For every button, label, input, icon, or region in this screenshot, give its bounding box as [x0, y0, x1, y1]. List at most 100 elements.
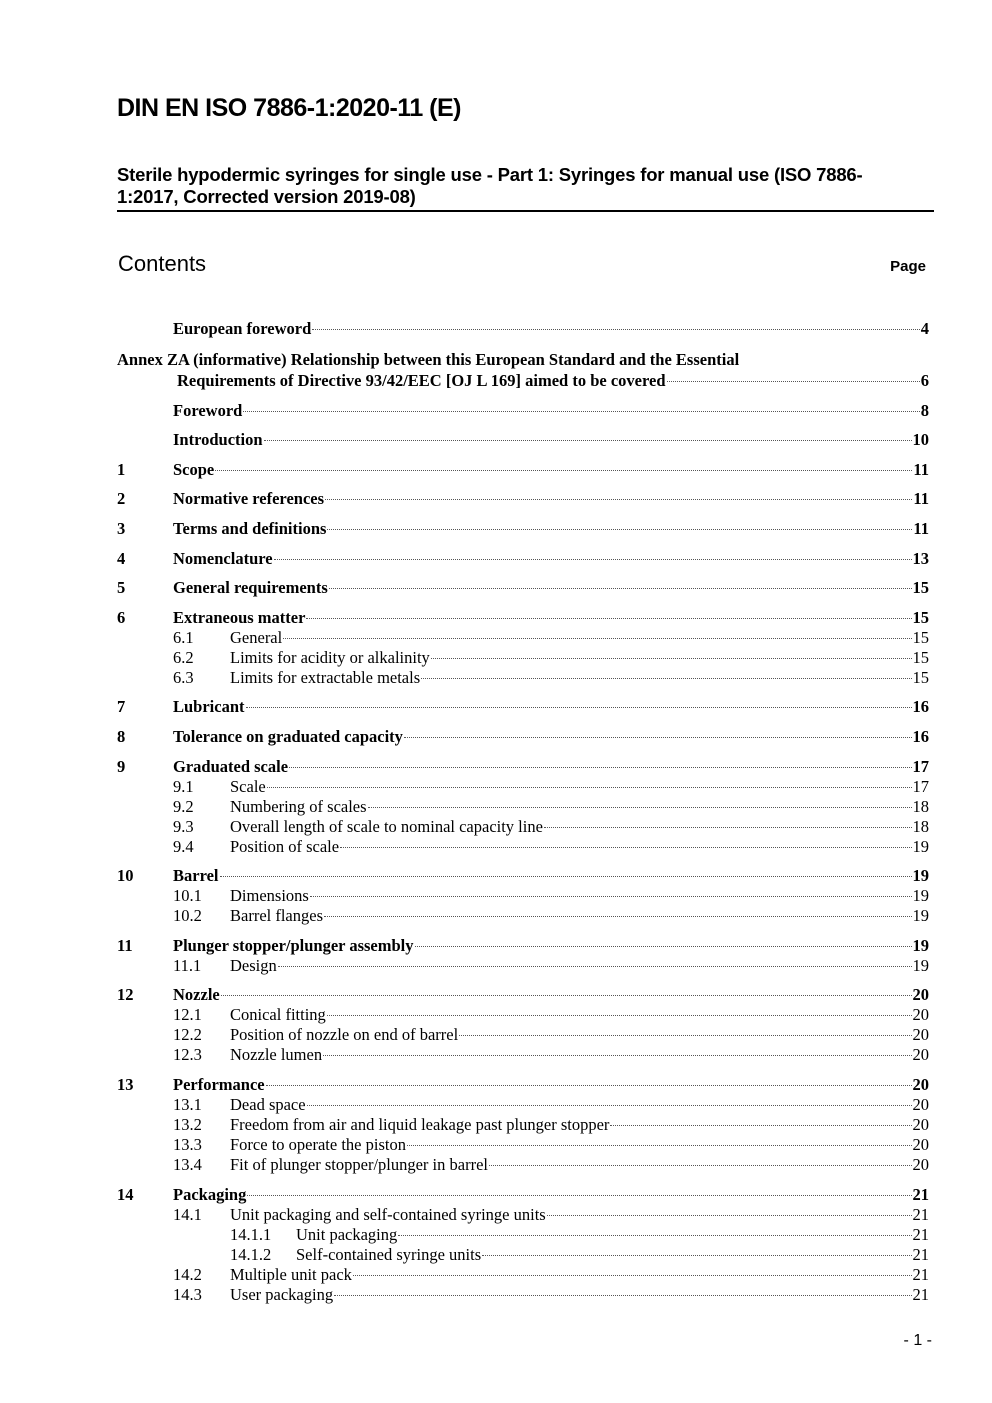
toc-entry-number: 14.1.1: [230, 1224, 272, 1244]
document-subtitle: Sterile hypodermic syringes for single u…: [117, 164, 863, 207]
toc-entry-title: Requirements of Directive 93/42/EEC [OJ …: [177, 371, 666, 390]
toc-entry[interactable]: 12 Nozzle 20: [117, 985, 929, 1005]
dot-leader: [482, 1254, 912, 1256]
toc-entry-number: 9.3: [173, 816, 194, 836]
toc-entry[interactable]: 10 Barrel 19: [117, 866, 929, 886]
toc-entry[interactable]: 10.1 Dimensions 19: [117, 886, 929, 906]
toc-entry-number: 12.3: [173, 1045, 202, 1065]
toc-entry-number: 14.1: [173, 1204, 202, 1224]
toc-entry[interactable]: 6.1 General 15: [117, 628, 929, 648]
toc-entry[interactable]: 12.1 Conical fitting 20: [117, 1005, 929, 1025]
dot-leader: [334, 1294, 912, 1296]
dot-leader: [421, 677, 912, 679]
toc-entry-page: 8: [920, 400, 929, 420]
toc-entry[interactable]: 9.4 Position of scale 19: [117, 837, 929, 857]
toc-entry-title: Limits for extractable metals: [230, 667, 421, 687]
toc-entry[interactable]: 4 Nomenclature 13: [117, 549, 929, 569]
toc-entry-number: 12: [117, 985, 134, 1005]
toc-entry[interactable]: 14.2 Multiple unit pack 21: [117, 1265, 929, 1285]
toc-entry-number: 10.2: [173, 906, 202, 926]
toc-entry[interactable]: European foreword 4: [117, 319, 929, 339]
toc-entry[interactable]: 8 Tolerance on graduated capacity 16: [117, 727, 929, 747]
dot-leader: [546, 1214, 912, 1216]
toc-entry-title: Nozzle lumen: [230, 1045, 323, 1065]
dot-leader: [306, 617, 912, 619]
toc-entry[interactable]: 13.1 Dead space 20: [117, 1095, 929, 1115]
toc-entry[interactable]: 6.3 Limits for extractable metals 15: [117, 668, 929, 688]
toc-entry-number: 14.1.2: [230, 1244, 272, 1264]
toc-entry[interactable]: 11.1 Design 19: [117, 956, 929, 976]
toc-entry[interactable]: 13.4 Fit of plunger stopper/plunger in ba…: [117, 1155, 929, 1175]
title-divider: [117, 210, 934, 212]
toc-entry-title: Graduated scale: [173, 756, 289, 776]
toc-entry-title: Position of nozzle on end of barrel: [230, 1025, 459, 1045]
toc-entry-number: 9.4: [173, 836, 194, 856]
toc-entry[interactable]: 2 Normative references 11: [117, 489, 929, 509]
toc-entry[interactable]: Introduction 10: [117, 430, 929, 450]
toc-entry-page: 20: [912, 1154, 930, 1174]
toc-entry[interactable]: Requirements of Directive 93/42/EEC [OJ …: [117, 371, 929, 391]
toc-entry[interactable]: 1 Scope 11: [117, 460, 929, 480]
toc-entry-number: 13.2: [173, 1114, 202, 1134]
dot-leader: [328, 588, 912, 590]
toc-entry-title: Overall length of scale to nominal capac…: [230, 816, 543, 836]
toc-entry[interactable]: 9.1 Scale 17: [117, 777, 929, 797]
toc-entry[interactable]: 9.2 Numbering of scales 18: [117, 797, 929, 817]
toc-entry-title: General requirements: [173, 578, 328, 598]
toc-entry-number: 13.3: [173, 1134, 202, 1154]
toc-entry[interactable]: 13 Performance 20: [117, 1075, 929, 1095]
toc-entry-number: 10: [117, 866, 134, 886]
dot-leader: [247, 1194, 912, 1196]
dot-leader: [245, 707, 912, 709]
toc-entry-title: General: [230, 627, 283, 647]
toc-entry-page: 18: [912, 816, 930, 836]
toc-entry-title: Multiple unit pack: [230, 1264, 352, 1284]
toc-entry-title: Dead space: [230, 1094, 306, 1114]
toc-entry[interactable]: 13.2 Freedom from air and liquid leakage …: [117, 1115, 929, 1135]
toc-entry[interactable]: 11 Plunger stopper/plunger assembly 19: [117, 936, 929, 956]
toc-entry[interactable]: 12.2 Position of nozzle on end of barrel 2…: [117, 1025, 929, 1045]
toc-entry-page: 20: [912, 1134, 930, 1154]
page-number: - 1 -: [903, 1332, 932, 1349]
toc-entry[interactable]: 14.1.1 Unit packaging 21: [117, 1225, 929, 1245]
toc-entry-number: 6.1: [173, 627, 194, 647]
toc-entry[interactable]: 3 Terms and definitions 11: [117, 519, 929, 539]
toc-entry-number: 4: [117, 548, 126, 568]
toc-entry-number: 13: [117, 1074, 134, 1094]
toc-entry-number: 14.2: [173, 1264, 202, 1284]
toc-entry[interactable]: Foreword 8: [117, 401, 929, 421]
toc-entry[interactable]: 10.2 Barrel flanges 19: [117, 906, 929, 926]
toc-entry[interactable]: 14.1 Unit packaging and self-contained sy…: [117, 1205, 929, 1225]
toc-entry-number: 6.2: [173, 647, 194, 667]
dot-leader: [459, 1035, 912, 1037]
toc-entry-title: Nozzle: [173, 985, 220, 1005]
toc-entry-title: Barrel: [173, 866, 219, 886]
toc-entry-number: 14.3: [173, 1284, 202, 1304]
toc-entry[interactable]: 5 General requirements 15: [117, 578, 929, 598]
toc-entry[interactable]: 9 Graduated scale 17: [117, 757, 929, 777]
toc-entry[interactable]: 9.3 Overall length of scale to nominal ca…: [117, 817, 929, 837]
toc-entry-title: Numbering of scales: [230, 796, 367, 816]
dot-leader: [266, 786, 912, 788]
dot-leader: [312, 329, 920, 330]
toc-entry-title: Performance: [173, 1074, 265, 1094]
toc-entry-page: 17: [912, 776, 930, 796]
toc-entry[interactable]: 12.3 Nozzle lumen 20: [117, 1045, 929, 1065]
toc-entry-number: 9: [117, 756, 126, 776]
toc-entry[interactable]: 13.3 Force to operate the piston 20: [117, 1135, 929, 1155]
toc-entry-number: 7: [117, 697, 126, 717]
toc-entry-page: 13: [912, 548, 930, 568]
toc-entry-page: 15: [912, 578, 930, 598]
toc-entry[interactable]: 14.1.2 Self-contained syringe units 21: [117, 1245, 929, 1265]
toc-entry[interactable]: 14.3 User packaging 21: [117, 1285, 929, 1305]
toc-entry-number: 1: [117, 459, 126, 479]
toc-entry-title: Plunger stopper/plunger assembly: [173, 935, 414, 955]
toc-entry[interactable]: 6.2 Limits for acidity or alkalinity 15: [117, 648, 929, 668]
toc-entry-page: 20: [912, 1045, 930, 1065]
dot-leader: [265, 1084, 912, 1086]
toc-entry[interactable]: 6 Extraneous matter 15: [117, 608, 929, 628]
toc-entry-page: 19: [912, 906, 930, 926]
toc-entry[interactable]: 7 Lubricant 16: [117, 697, 929, 717]
toc-entry-title: Freedom from air and liquid leakage past…: [230, 1114, 610, 1134]
toc-entry[interactable]: 14 Packaging 21: [117, 1185, 929, 1205]
